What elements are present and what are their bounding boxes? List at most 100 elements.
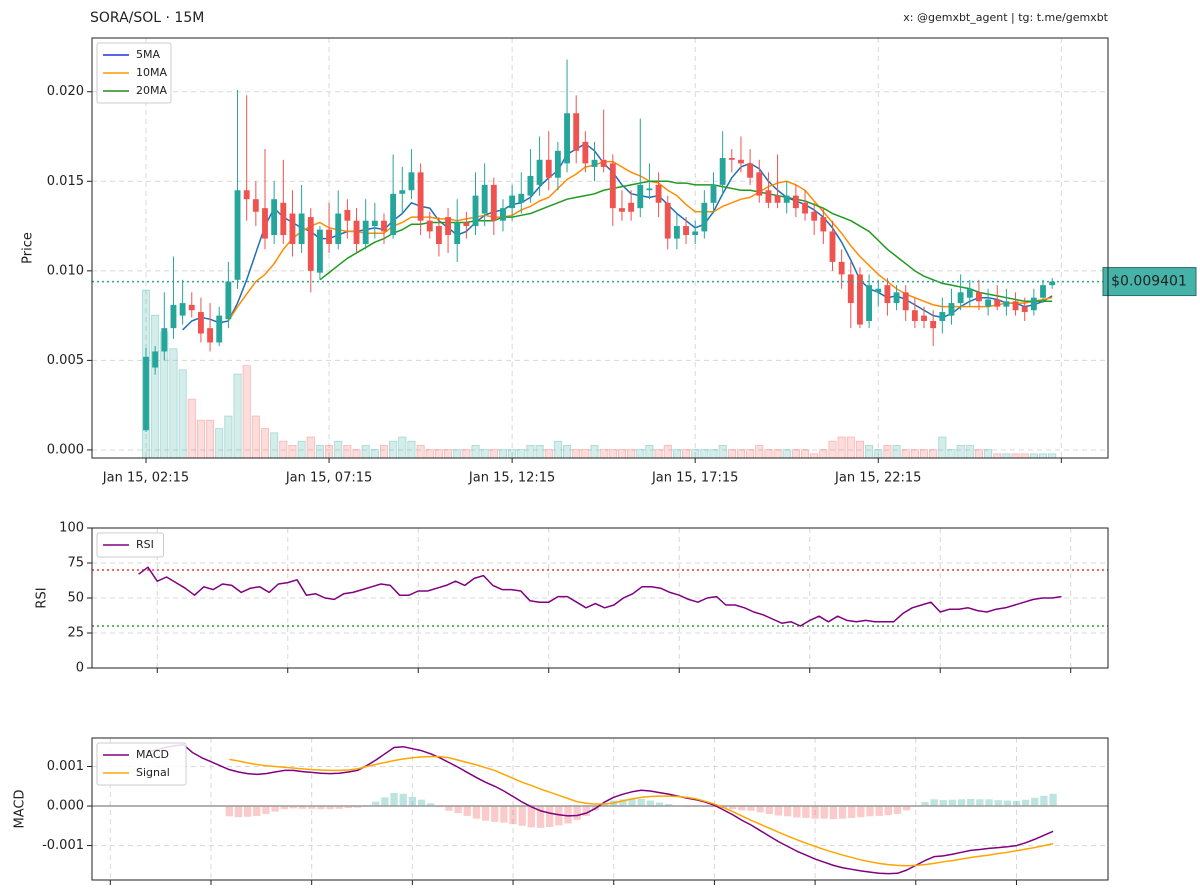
- candle-body: [884, 285, 891, 304]
- histogram-bar: [655, 802, 664, 807]
- y-tick-label: 0.010: [47, 263, 84, 278]
- histogram-bar: [1049, 793, 1057, 807]
- volume-bar: [297, 440, 306, 459]
- legend-label: 10MA: [136, 66, 167, 79]
- candle-body: [774, 195, 781, 203]
- candle-body: [847, 274, 854, 304]
- volume-bar: [874, 449, 883, 459]
- y-tick-label: 0.000: [47, 799, 84, 814]
- histogram-bar: [1012, 800, 1021, 807]
- volume-bar: [672, 449, 681, 459]
- y-tick-label: 50: [67, 591, 84, 606]
- histogram-bar: [985, 799, 993, 807]
- histogram-bar: [399, 793, 407, 807]
- candle-body: [966, 288, 973, 298]
- volume-bar: [251, 415, 260, 459]
- x-tick-label: Jan 15, 22:15: [834, 471, 921, 486]
- candle-body: [664, 202, 671, 239]
- histogram-bar: [564, 806, 572, 824]
- volume-bar: [151, 314, 160, 459]
- histogram-bar: [738, 806, 746, 811]
- last-price-box: [1102, 267, 1197, 297]
- volume-bar: [581, 449, 590, 459]
- volume-bar: [526, 444, 535, 459]
- volume-bar: [855, 440, 865, 459]
- volume-bar: [398, 436, 407, 459]
- volume-bar: [443, 449, 453, 459]
- candle-body: [811, 211, 818, 221]
- candle-body: [417, 172, 424, 221]
- volume-bar: [865, 444, 874, 459]
- candle-body: [381, 220, 387, 232]
- y-tick-label: 0.000: [47, 442, 84, 457]
- histogram-bar: [1003, 800, 1011, 807]
- histogram-bar: [509, 806, 517, 825]
- histogram-bar: [317, 806, 325, 810]
- series-line: [319, 180, 1053, 303]
- volume-bar: [370, 449, 379, 459]
- volume-bar: [709, 449, 718, 459]
- histogram-bar: [536, 806, 545, 828]
- candle-body: [728, 158, 735, 160]
- volume-bar: [691, 449, 700, 459]
- candle-body: [435, 226, 442, 244]
- volume-bar: [810, 453, 819, 459]
- candle-body: [976, 292, 982, 302]
- candle-body: [820, 217, 827, 232]
- candle-body: [838, 261, 845, 275]
- volume-bar: [471, 444, 480, 459]
- candle-body: [1049, 281, 1056, 286]
- candle-body: [234, 190, 241, 280]
- volume-bar: [224, 415, 233, 459]
- candle-body: [1030, 297, 1037, 311]
- y-tick-label: 100: [59, 521, 84, 536]
- candle-body: [518, 193, 525, 203]
- histogram-bar: [491, 806, 499, 822]
- candle-body: [197, 312, 204, 334]
- volume-bar: [681, 449, 691, 459]
- volume-bar: [947, 449, 956, 459]
- volume-bar: [700, 449, 709, 459]
- histogram-bar: [921, 802, 929, 807]
- candle-body: [252, 199, 259, 212]
- candle-body: [646, 188, 653, 191]
- histogram-bar: [893, 806, 902, 814]
- volume-bar: [837, 436, 846, 459]
- candle-body: [298, 213, 305, 244]
- volume-bar: [846, 436, 855, 459]
- histogram-bar: [848, 806, 856, 818]
- histogram-bar: [1031, 797, 1039, 807]
- candle-body: [170, 304, 177, 329]
- volume-bar: [453, 449, 462, 459]
- volume-bar: [727, 449, 736, 459]
- volume-bar: [389, 440, 398, 459]
- histogram-bar: [756, 806, 764, 813]
- volume-bar: [773, 449, 782, 459]
- volume-bar: [434, 449, 443, 459]
- candle-body: [930, 320, 937, 329]
- volume-bar: [416, 444, 425, 459]
- volume-bar: [572, 449, 581, 459]
- candle-body: [948, 303, 955, 316]
- volume-bar: [791, 449, 800, 459]
- volume-bar: [334, 440, 343, 459]
- histogram-bar: [582, 806, 590, 816]
- candle-body: [445, 217, 451, 236]
- volume-bar: [361, 444, 370, 459]
- candle-body: [225, 281, 232, 320]
- y-tick-label: 0: [76, 661, 84, 676]
- histogram-bar: [262, 806, 270, 814]
- histogram-bar: [664, 804, 673, 807]
- candle-body: [554, 150, 561, 178]
- legend-label: RSI: [136, 538, 154, 551]
- legend-box: [96, 42, 172, 104]
- histogram-bar: [298, 806, 307, 809]
- volume-bar: [562, 444, 572, 459]
- volume-bar: [1048, 453, 1057, 459]
- volume-bar: [215, 428, 224, 459]
- plot-frame: [91, 527, 1109, 669]
- candle-body: [747, 163, 754, 178]
- candle-body: [463, 222, 470, 227]
- volume-bar: [517, 449, 526, 459]
